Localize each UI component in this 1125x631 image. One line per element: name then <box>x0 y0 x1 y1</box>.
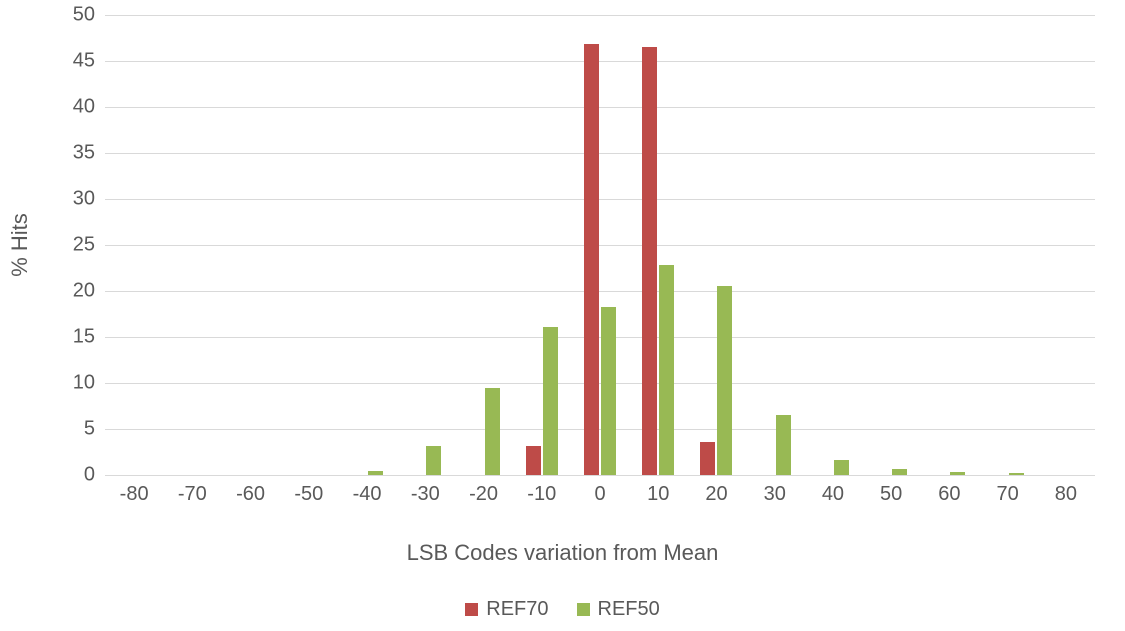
bar-REF50 <box>485 388 500 475</box>
gridline <box>105 107 1095 108</box>
bar-REF50 <box>776 415 791 475</box>
legend-swatch-icon <box>577 603 590 616</box>
bar-REF50 <box>543 327 558 475</box>
gridline <box>105 61 1095 62</box>
legend: REF70 REF50 <box>0 598 1125 621</box>
x-tick-label: 10 <box>647 483 669 506</box>
x-tick-label: -60 <box>236 483 265 506</box>
bar-REF70 <box>700 442 715 475</box>
gridline <box>105 475 1095 476</box>
y-axis-title-container: % Hits <box>0 15 40 475</box>
bar-REF70 <box>526 446 541 475</box>
y-tick-label: 50 <box>73 4 95 27</box>
gridline <box>105 291 1095 292</box>
histogram-chart: % Hits 05101520253035404550-80-70-60-50-… <box>0 0 1125 631</box>
gridline <box>105 15 1095 16</box>
y-tick-label: 25 <box>73 234 95 257</box>
gridline <box>105 199 1095 200</box>
x-tick-label: -30 <box>411 483 440 506</box>
y-tick-label: 30 <box>73 188 95 211</box>
x-tick-label: 0 <box>594 483 605 506</box>
bar-REF50 <box>426 446 441 475</box>
y-axis-title: % Hits <box>7 213 33 277</box>
bar-REF50 <box>1009 473 1024 475</box>
x-tick-label: 60 <box>938 483 960 506</box>
y-tick-label: 5 <box>84 418 95 441</box>
legend-item: REF50 <box>577 598 660 621</box>
bar-REF50 <box>659 265 674 475</box>
bar-REF50 <box>950 472 965 475</box>
legend-swatch-icon <box>465 603 478 616</box>
y-tick-label: 20 <box>73 280 95 303</box>
bar-REF50 <box>892 469 907 475</box>
x-tick-label: -40 <box>353 483 382 506</box>
legend-item: REF70 <box>465 598 548 621</box>
x-tick-label: 40 <box>822 483 844 506</box>
y-tick-label: 0 <box>84 464 95 487</box>
y-tick-label: 35 <box>73 142 95 165</box>
x-tick-label: -50 <box>294 483 323 506</box>
bar-REF50 <box>368 471 383 475</box>
bar-REF50 <box>834 460 849 475</box>
x-tick-label: 50 <box>880 483 902 506</box>
x-tick-label: -80 <box>120 483 149 506</box>
legend-label: REF70 <box>486 598 548 621</box>
y-tick-label: 45 <box>73 50 95 73</box>
x-tick-label: -70 <box>178 483 207 506</box>
bar-REF50 <box>601 307 616 475</box>
gridline <box>105 429 1095 430</box>
y-tick-label: 10 <box>73 372 95 395</box>
gridline <box>105 245 1095 246</box>
bar-REF70 <box>642 47 657 475</box>
x-tick-label: 20 <box>705 483 727 506</box>
x-tick-label: -20 <box>469 483 498 506</box>
plot-area: 05101520253035404550-80-70-60-50-40-30-2… <box>105 15 1095 475</box>
gridline <box>105 337 1095 338</box>
x-tick-label: 80 <box>1055 483 1077 506</box>
bar-REF70 <box>584 44 599 475</box>
legend-label: REF50 <box>598 598 660 621</box>
y-tick-label: 40 <box>73 96 95 119</box>
gridline <box>105 153 1095 154</box>
x-axis-title: LSB Codes variation from Mean <box>0 540 1125 566</box>
y-tick-label: 15 <box>73 326 95 349</box>
x-tick-label: 30 <box>764 483 786 506</box>
gridline <box>105 383 1095 384</box>
bar-REF50 <box>717 286 732 475</box>
x-tick-label: 70 <box>997 483 1019 506</box>
x-tick-label: -10 <box>527 483 556 506</box>
